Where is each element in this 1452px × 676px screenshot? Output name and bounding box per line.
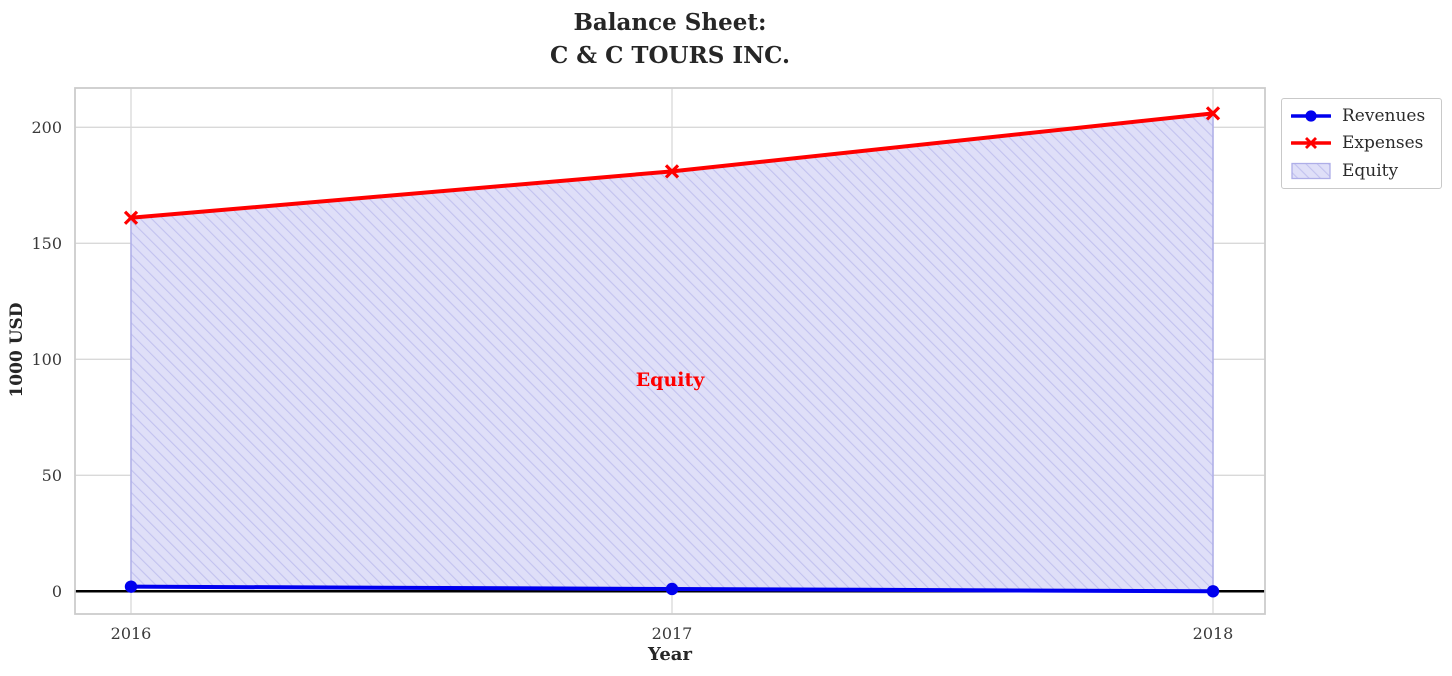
equity-hatch-patch-icon (1291, 161, 1331, 181)
plot-border (74, 87, 1266, 615)
revenues-line-marker-icon (1290, 106, 1332, 126)
chart-title-line2: C & C TOURS INC. (549, 42, 791, 69)
expenses-line-marker-icon (1290, 133, 1332, 153)
legend-label-revenues: Revenues (1342, 105, 1426, 126)
expenses-marker (664, 164, 680, 179)
y-tick-label: 50 (42, 466, 62, 485)
chart-title: Balance Sheet: C & C TOURS INC. (75, 6, 1265, 72)
x-tick-label: 2018 (1193, 624, 1234, 643)
x-tick-label: 2016 (111, 624, 152, 643)
x-axis-label: Year (648, 644, 692, 665)
legend-item-expenses: Expenses (1290, 130, 1432, 157)
legend-item-revenues: Revenues (1290, 102, 1432, 129)
y-axis-label: 1000 USD (7, 302, 27, 398)
expenses-marker (123, 210, 139, 225)
equity-area (130, 112, 1214, 593)
expenses-marker (1205, 106, 1221, 121)
y-tick-label: 200 (31, 118, 62, 137)
legend: Revenues Expenses Equity (1281, 98, 1442, 189)
x-tick-label: 2017 (652, 624, 693, 643)
equity-area-annotation: Equity (635, 369, 705, 391)
revenues-marker (124, 580, 138, 593)
y-tick-label: 0 (52, 582, 62, 601)
y-tick-label: 150 (31, 234, 62, 253)
chart-title-line1: Balance Sheet: (573, 9, 767, 36)
legend-label-equity: Equity (1342, 161, 1399, 182)
revenues-marker (1206, 585, 1220, 598)
legend-label-expenses: Expenses (1342, 133, 1424, 154)
legend-item-equity: Equity (1291, 158, 1432, 185)
y-tick-label: 100 (31, 350, 62, 369)
revenues-marker (665, 582, 679, 596)
